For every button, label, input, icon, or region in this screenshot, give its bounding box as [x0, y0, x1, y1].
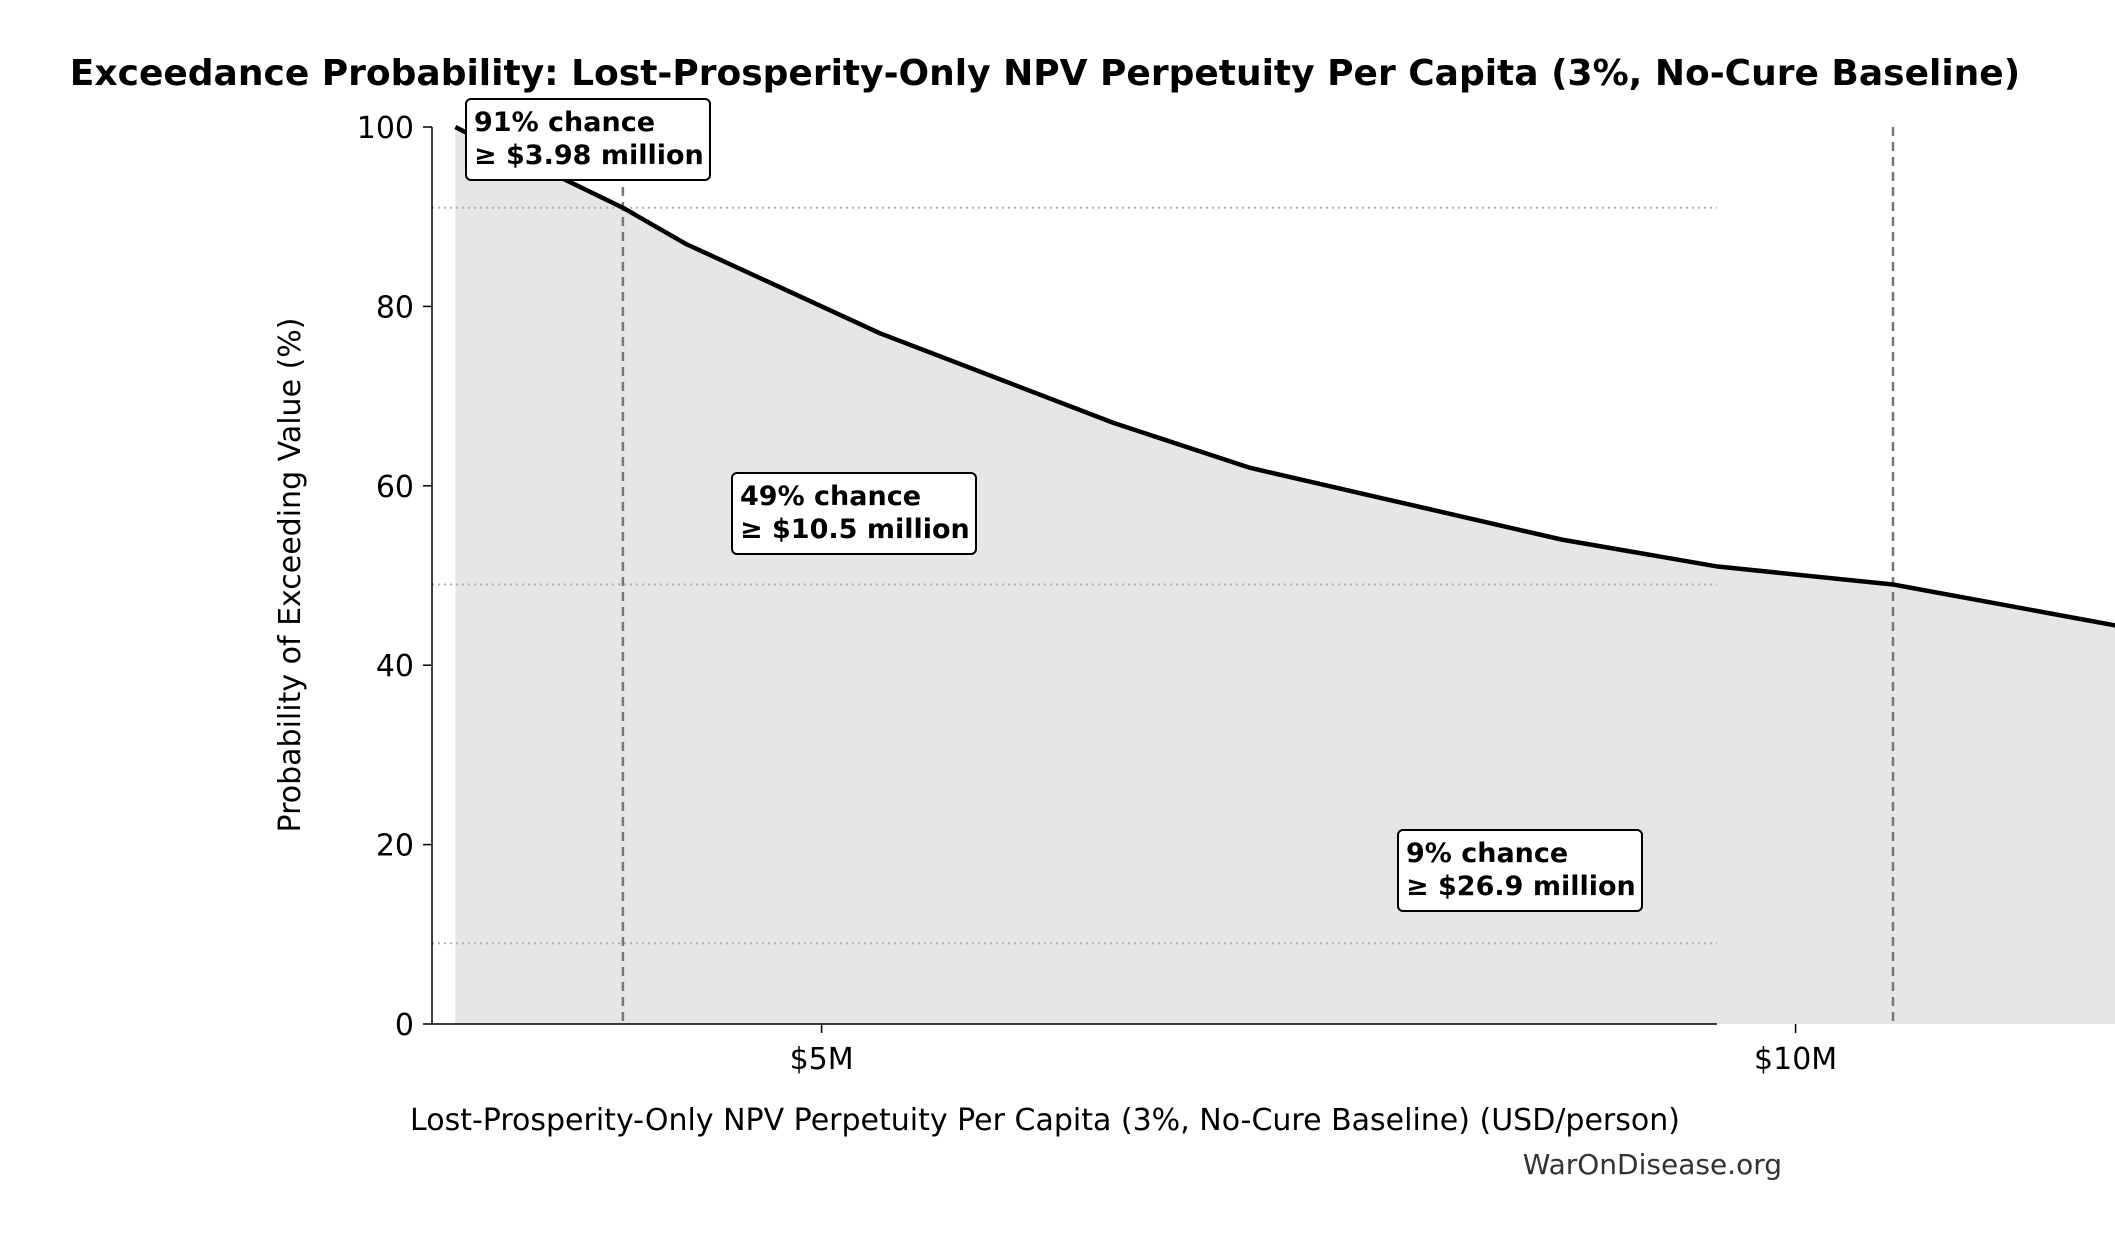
annotation-line2-2: ≥ $10.5 million: [740, 514, 970, 545]
plot-area: $5M$10M$15M$20M$25M$30M$35M0204060801009…: [357, 98, 2115, 1077]
annotation-box-1: [465, 98, 711, 181]
y-tick-label: 20: [376, 829, 414, 864]
x-tick-label: $10M: [1754, 1042, 1837, 1077]
y-tick-label: 60: [376, 470, 414, 505]
annotation-box-2: [731, 472, 977, 555]
annotation-line1-2: 49% chance: [740, 481, 921, 512]
annotation-line1-1: 91% chance: [474, 107, 655, 138]
exceedance-area-fill: [455, 127, 2115, 1024]
y-axis-label: Probability of Exceeding Value (%): [273, 318, 308, 833]
x-tick-label: $5M: [790, 1042, 854, 1077]
credit-text: WarOnDisease.org: [1523, 1148, 1782, 1181]
y-tick-label: 80: [376, 290, 414, 325]
x-axis-label: Lost-Prosperity-Only NPV Perpetuity Per …: [410, 1103, 1680, 1138]
annotation-line2-3: ≥ $26.9 million: [1406, 871, 1636, 902]
y-tick-label: 0: [395, 1008, 414, 1043]
annotation-box-3: [1397, 829, 1643, 912]
annotation-line1-3: 9% chance: [1406, 838, 1568, 869]
exceedance-curve: [454, 124, 2115, 628]
annotation-line2-1: ≥ $3.98 million: [474, 140, 704, 171]
y-tick-label: 40: [376, 649, 414, 684]
chart-title: Exceedance Probability: Lost-Prosperity-…: [70, 53, 2020, 94]
y-tick-label: 100: [357, 111, 414, 146]
